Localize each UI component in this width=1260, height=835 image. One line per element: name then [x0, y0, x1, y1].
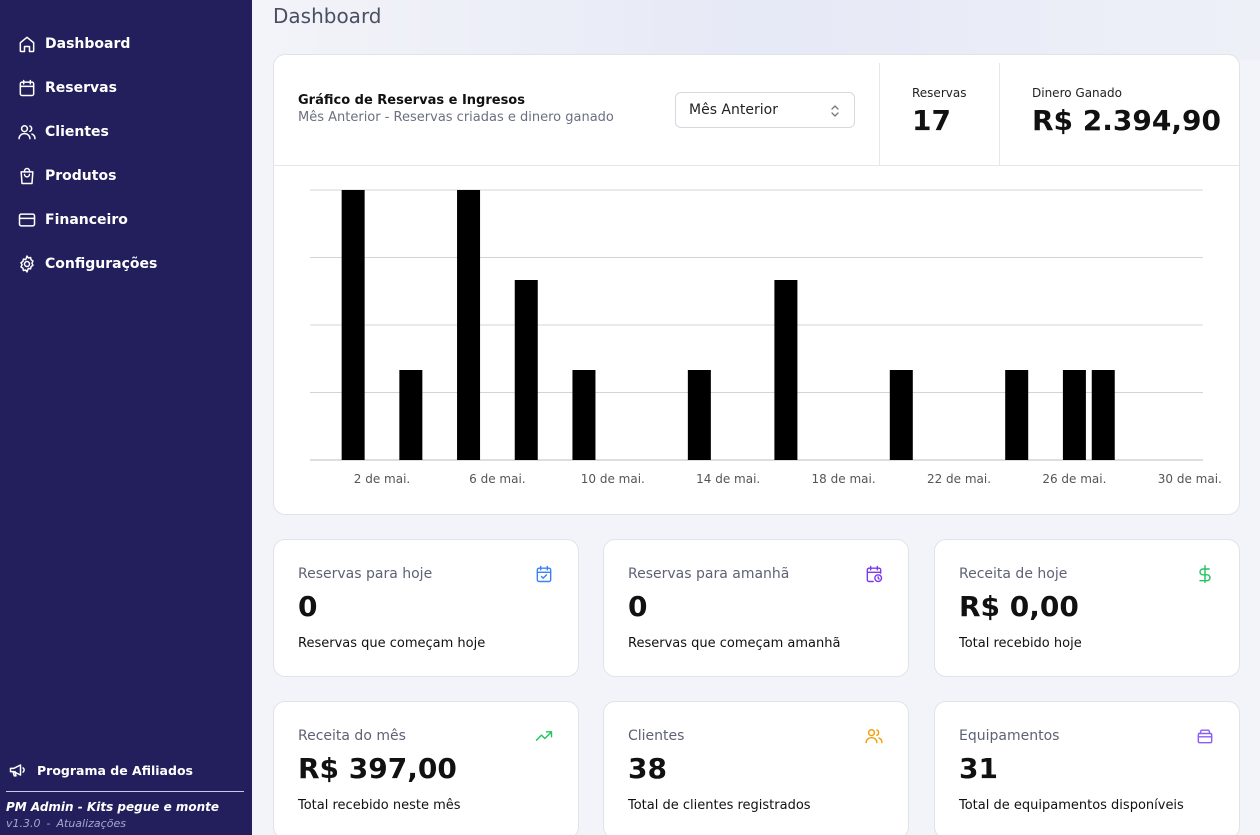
chart-bar[interactable]: [514, 280, 538, 460]
kpi-description: Reservas que começam amanhã: [628, 636, 841, 651]
sidebar-item-label: Financeiro: [45, 212, 128, 228]
sidebar-divider: [6, 791, 244, 792]
kpi-description: Total recebido hoje: [959, 636, 1082, 651]
kpi-label: Clientes: [628, 728, 685, 744]
chart-bar[interactable]: [774, 280, 798, 460]
chart-x-tick-label: 10 de mai.: [581, 472, 645, 486]
sidebar: Dashboard Reservas Clientes Produtos Fin…: [0, 0, 252, 835]
sidebar-item-produtos[interactable]: Produtos: [0, 164, 252, 188]
chart-subtitle: Mês Anterior - Reservas criadas e dinero…: [298, 110, 614, 125]
version-number: v1.3.0: [6, 817, 41, 830]
kpi-description: Total de equipamentos disponíveis: [959, 798, 1184, 813]
kpi-card-clientes: Clientes 38 Total de clientes registrado…: [603, 701, 909, 835]
calendar-icon: [19, 79, 35, 97]
stat-divider: [879, 63, 880, 166]
dollar-icon: [1199, 564, 1211, 584]
chart-x-tick-label: 26 de mai.: [1042, 472, 1106, 486]
sidebar-item-label: Clientes: [45, 124, 109, 140]
kpi-label: Reservas para amanhã: [628, 566, 790, 582]
chart-x-tick-label: 14 de mai.: [696, 472, 760, 486]
chart-x-tick-label: 18 de mai.: [812, 472, 876, 486]
kpi-card-receita-hoje: Receita de hoje R$ 0,00 Total recebido h…: [934, 539, 1240, 677]
chart-bar[interactable]: [687, 370, 711, 460]
credit-card-icon: [18, 213, 36, 227]
kpi-description: Reservas que começam hoje: [298, 636, 486, 651]
version-info: v1.3.0- Atualizações: [6, 817, 126, 830]
trending-up-icon: [535, 731, 553, 741]
kpi-card-reservas-amanha: Reservas para amanhã 0 Reservas que come…: [603, 539, 909, 677]
chart-card: Gráfico de Reservas e Ingresos Mês Anter…: [273, 54, 1240, 515]
kpi-description: Total de clientes registrados: [628, 798, 811, 813]
version-separator: -: [46, 817, 51, 830]
sidebar-item-reservas[interactable]: Reservas: [0, 76, 252, 100]
kpi-card-reservas-hoje: Reservas para hoje 0 Reservas que começa…: [273, 539, 579, 677]
stat-reservas-value: 17: [912, 104, 951, 137]
chart-bar[interactable]: [1062, 370, 1086, 460]
affiliate-program-link[interactable]: Programa de Afiliados: [8, 760, 193, 780]
kpi-value: R$ 397,00: [298, 752, 457, 785]
chart-x-tick-label: 22 de mai.: [927, 472, 991, 486]
affiliate-program-label: Programa de Afiliados: [37, 762, 193, 778]
sidebar-item-label: Dashboard: [45, 36, 131, 52]
megaphone-icon: [9, 764, 25, 777]
stat-divider: [999, 63, 1000, 166]
sidebar-item-label: Configurações: [45, 256, 158, 272]
stat-reservas-label: Reservas: [912, 86, 967, 100]
period-select-value: Mês Anterior: [689, 102, 778, 118]
chart-header: Gráfico de Reservas e Ingresos Mês Anter…: [274, 55, 1239, 166]
stat-dinero-label: Dinero Ganado: [1032, 86, 1122, 100]
chart-bar[interactable]: [399, 370, 423, 460]
chart-x-tick-label: 2 de mai.: [354, 472, 410, 486]
sidebar-item-label: Produtos: [45, 168, 117, 184]
kpi-description: Total recebido neste mês: [298, 798, 461, 813]
kpi-card-receita-mes: Receita do mês R$ 397,00 Total recebido …: [273, 701, 579, 835]
chart-x-tick-label: 30 de mai.: [1158, 472, 1222, 486]
chart-x-tick-label: 6 de mai.: [469, 472, 525, 486]
chart-title: Gráfico de Reservas e Ingresos: [298, 93, 525, 108]
chevron-up-down-icon: [831, 105, 839, 117]
kpi-value: R$ 0,00: [959, 590, 1079, 623]
sidebar-item-financeiro[interactable]: Financeiro: [0, 208, 252, 232]
calendar-clock-icon: [866, 565, 883, 583]
box-icon: [1197, 729, 1213, 744]
kpi-label: Reservas para hoje: [298, 566, 433, 582]
gear-icon: [20, 255, 34, 273]
page-title: Dashboard: [273, 4, 382, 28]
shopping-bag-icon: [20, 167, 34, 185]
sidebar-item-label: Reservas: [45, 80, 117, 96]
kpi-value: 0: [628, 590, 648, 623]
kpi-value: 38: [628, 752, 667, 785]
stat-dinero-value: R$ 2.394,90: [1032, 104, 1221, 137]
chart-bar[interactable]: [341, 190, 365, 460]
brand-name: PM Admin - Kits pegue e monte: [6, 800, 220, 814]
sidebar-item-clientes[interactable]: Clientes: [0, 120, 252, 144]
header-background: [252, 0, 1260, 60]
kpi-value: 0: [298, 590, 318, 623]
users-icon: [865, 729, 883, 744]
sidebar-nav: Dashboard Reservas Clientes Produtos Fin…: [0, 32, 252, 296]
kpi-value: 31: [959, 752, 998, 785]
chart-bar[interactable]: [1005, 370, 1029, 460]
chart-bar[interactable]: [889, 370, 913, 460]
users-icon: [18, 124, 36, 140]
chart-bar[interactable]: [572, 370, 596, 460]
chart-bar[interactable]: [457, 190, 481, 460]
updates-link[interactable]: Atualizações: [56, 817, 126, 830]
chart-bar[interactable]: [1091, 370, 1115, 460]
bar-chart: 2 de mai. 6 de mai. 10 de mai. 14 de mai. 18…: [310, 189, 1222, 486]
sidebar-item-configuracoes[interactable]: Configurações: [0, 252, 252, 276]
sidebar-item-dashboard[interactable]: Dashboard: [0, 32, 252, 56]
calendar-check-icon: [536, 565, 552, 583]
home-icon: [19, 36, 35, 53]
kpi-label: Equipamentos: [959, 728, 1060, 744]
kpi-label: Receita do mês: [298, 728, 406, 744]
kpi-label: Receita de hoje: [959, 566, 1068, 582]
period-select[interactable]: Mês Anterior: [675, 92, 855, 128]
kpi-card-equipamentos: Equipamentos 31 Total de equipamentos di…: [934, 701, 1240, 835]
